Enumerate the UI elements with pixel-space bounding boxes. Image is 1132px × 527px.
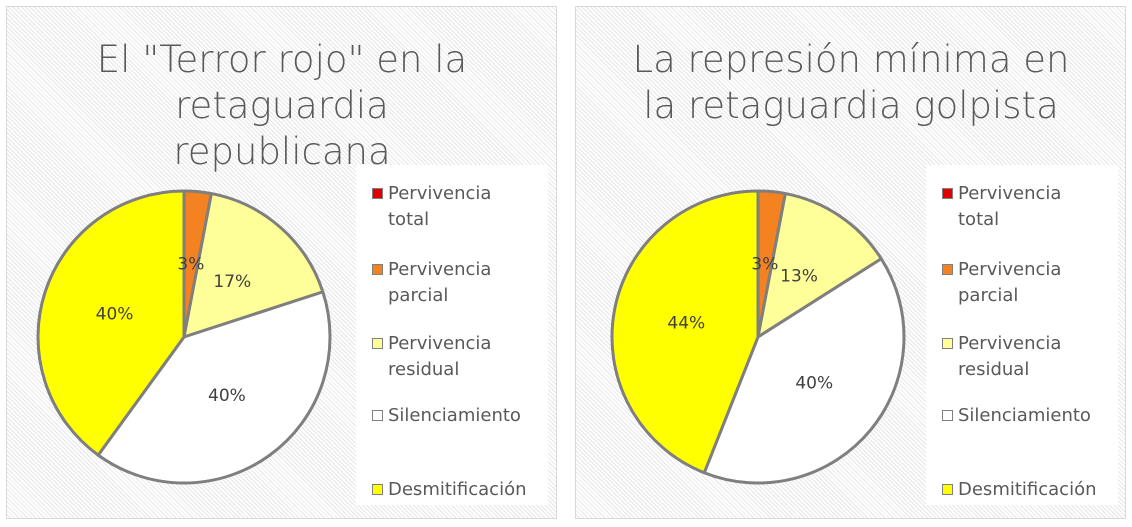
legend-label: Pervivencia total — [388, 183, 492, 230]
legend-swatch — [372, 338, 383, 349]
pie-slice — [756, 192, 883, 339]
legend: Pervivencia total Pervivencia parcial Perv… — [926, 165, 1118, 505]
legend-label: Pervivencia residual — [388, 333, 492, 380]
data-label: 17% — [213, 272, 251, 292]
legend-label: Pervivencia residual — [958, 333, 1062, 380]
legend-swatch — [372, 188, 383, 199]
data-label: 40% — [795, 374, 833, 394]
pie-slice — [36, 189, 186, 457]
legend-label: Pervivencia parcial — [958, 259, 1062, 306]
legend-swatch — [372, 484, 383, 495]
legend-label: Desmitificación — [958, 479, 1097, 500]
data-label: 3% — [751, 254, 778, 274]
legend-swatch — [372, 264, 383, 275]
pie-slice — [182, 192, 325, 339]
legend-label: Pervivencia parcial — [388, 259, 492, 306]
legend-swatch — [942, 264, 953, 275]
pie-slice — [610, 189, 760, 475]
data-label: 13% — [780, 267, 818, 287]
pie-slice — [96, 290, 332, 485]
data-label: 40% — [96, 304, 134, 324]
chart-title: La represión mínima en la retaguardia go… — [632, 38, 1070, 127]
legend-swatch — [942, 410, 953, 421]
data-label: 44% — [667, 313, 705, 333]
data-label: 3% — [177, 254, 204, 274]
chart-panel: 3% 17% 40% 40% El "Terror rojo" en la retagu… — [6, 6, 557, 519]
pie-area: 3%13% 40% 44% — [610, 189, 906, 485]
chart-title: El "Terror rojo" en la retaguardia repub… — [96, 38, 468, 173]
pie-area: 3% 17% 40% 40% — [36, 189, 332, 485]
data-label: 40% — [208, 386, 246, 406]
legend-swatch — [942, 188, 953, 199]
legend-swatch — [372, 410, 383, 421]
legend-swatch — [942, 484, 953, 495]
legend-label: Desmitificación — [388, 479, 527, 500]
legend-swatch — [942, 338, 953, 349]
pie-slice — [702, 257, 906, 485]
legend-label: Pervivencia total — [958, 183, 1062, 230]
legend-label: Silenciamiento — [958, 405, 1091, 426]
legend-label: Silenciamiento — [388, 405, 521, 426]
chart-panel: 3% 13% 40% 44% La represión mínima en la ret… — [575, 6, 1126, 519]
legend: Pervivencia total Pervivencia parcial Perv… — [356, 165, 548, 505]
